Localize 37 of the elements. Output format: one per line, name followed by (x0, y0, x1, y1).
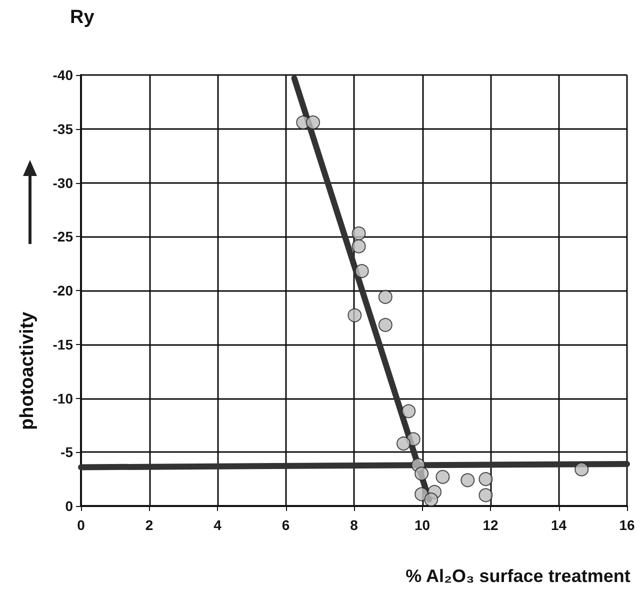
y-axis-title: Ry (70, 7, 95, 28)
point (436, 470, 450, 484)
point (478, 472, 493, 486)
y-tick-label: -35 (52, 120, 74, 137)
y-tick-label: 0 (65, 498, 74, 514)
point (402, 404, 416, 418)
y-tick-label: -20 (52, 282, 74, 298)
y-tick-label: -25 (52, 228, 74, 245)
x-tick-label: 4 (214, 517, 222, 533)
y-tick-label: -40 (52, 67, 74, 83)
y-tick-label: -10 (52, 390, 74, 406)
x-tick-label: 2 (145, 517, 154, 533)
x-tick-label: 6 (282, 517, 290, 533)
point (478, 488, 493, 502)
y-tick-label: -15 (52, 336, 74, 352)
point (306, 115, 320, 130)
y-tick-label: -30 (52, 174, 74, 191)
point (396, 436, 410, 450)
point (354, 264, 369, 278)
x-tick-label: 12 (482, 517, 498, 533)
x-tick-label: 8 (350, 517, 358, 533)
point (424, 492, 438, 507)
point (460, 473, 475, 488)
point (348, 308, 362, 322)
point (378, 290, 392, 304)
x-tick-label: 16 (619, 517, 635, 533)
point (378, 318, 392, 332)
point (414, 466, 429, 481)
x-tick-label: 14 (550, 517, 567, 533)
point (574, 462, 589, 476)
x-tick-label: 0 (77, 517, 86, 533)
x-tick-label: 10 (414, 517, 430, 533)
point (352, 239, 366, 254)
point (352, 226, 366, 240)
x-axis-title: % Al₂O₃ surface treatment (406, 566, 630, 586)
y-tick-label: -5 (60, 444, 74, 460)
text: photoactivity (17, 311, 38, 430)
